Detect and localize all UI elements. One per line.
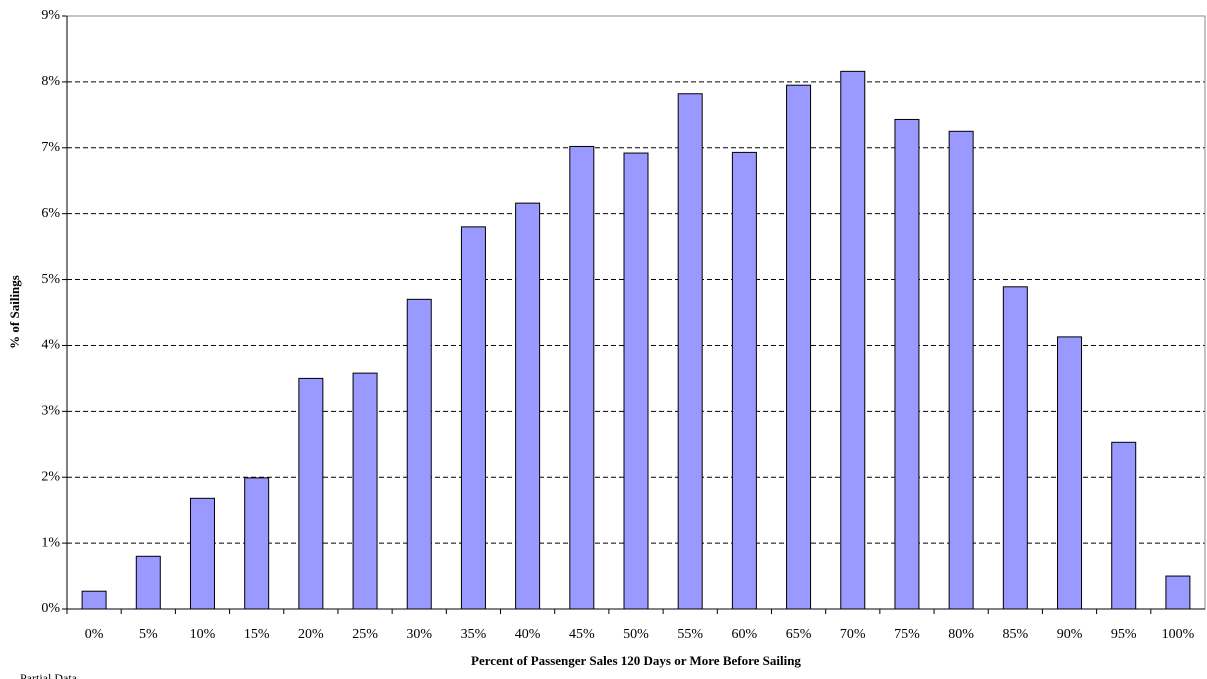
x-tick-label: 15% bbox=[244, 627, 270, 642]
x-tick-label: 75% bbox=[894, 627, 920, 642]
bar bbox=[569, 145, 595, 610]
x-tick-label: 5% bbox=[139, 627, 158, 642]
x-tick-label: 40% bbox=[515, 627, 541, 642]
bar bbox=[135, 555, 161, 610]
bar bbox=[1111, 441, 1137, 610]
bar bbox=[677, 93, 703, 610]
bar bbox=[1165, 575, 1191, 610]
bar bbox=[460, 226, 486, 610]
x-tick-label: 10% bbox=[190, 627, 216, 642]
x-axis-title: Percent of Passenger Sales 120 Days or M… bbox=[471, 653, 801, 668]
y-tick-label: 7% bbox=[41, 140, 60, 155]
x-tick-label: 85% bbox=[1002, 627, 1028, 642]
bar bbox=[515, 202, 541, 610]
bar bbox=[731, 151, 757, 610]
bar bbox=[81, 590, 107, 610]
x-tick-label: 65% bbox=[786, 627, 812, 642]
y-tick-label: 9% bbox=[41, 8, 60, 23]
y-tick-label: 2% bbox=[41, 469, 60, 484]
y-tick-label: 1% bbox=[41, 535, 60, 550]
y-tick-label: 3% bbox=[41, 404, 60, 419]
y-tick-label: 5% bbox=[41, 272, 60, 287]
bar bbox=[840, 70, 866, 610]
bar bbox=[189, 497, 215, 610]
x-tick-label: 70% bbox=[840, 627, 866, 642]
bar bbox=[352, 372, 378, 610]
x-tick-label: 0% bbox=[85, 627, 104, 642]
x-tick-label: 50% bbox=[623, 627, 649, 642]
bar bbox=[894, 118, 920, 610]
x-tick-label: 25% bbox=[352, 627, 378, 642]
bar bbox=[244, 477, 270, 610]
x-tick-label: 95% bbox=[1111, 627, 1137, 642]
x-tick-label: 90% bbox=[1057, 627, 1083, 642]
x-tick-label: 80% bbox=[948, 627, 974, 642]
bar bbox=[1002, 286, 1028, 610]
x-tick-label: 30% bbox=[406, 627, 432, 642]
bar bbox=[1057, 336, 1083, 610]
y-tick-label: 0% bbox=[41, 601, 60, 616]
bar bbox=[786, 84, 812, 610]
note: Partial Data bbox=[20, 671, 78, 679]
x-tick-label: 20% bbox=[298, 627, 324, 642]
x-tick-label: 45% bbox=[569, 627, 595, 642]
y-axis-title: % of Sailings bbox=[7, 275, 22, 349]
x-tick-label: 35% bbox=[461, 627, 487, 642]
x-tick-label: 60% bbox=[732, 627, 758, 642]
y-tick-label: 4% bbox=[41, 338, 60, 353]
x-tick-label: 55% bbox=[677, 627, 703, 642]
y-tick-label: 8% bbox=[41, 74, 60, 89]
bar bbox=[623, 152, 649, 610]
bar bbox=[298, 377, 324, 610]
bar bbox=[948, 130, 974, 610]
bar bbox=[406, 298, 432, 610]
y-tick-label: 6% bbox=[41, 206, 60, 221]
x-tick-label: 100% bbox=[1162, 627, 1195, 642]
